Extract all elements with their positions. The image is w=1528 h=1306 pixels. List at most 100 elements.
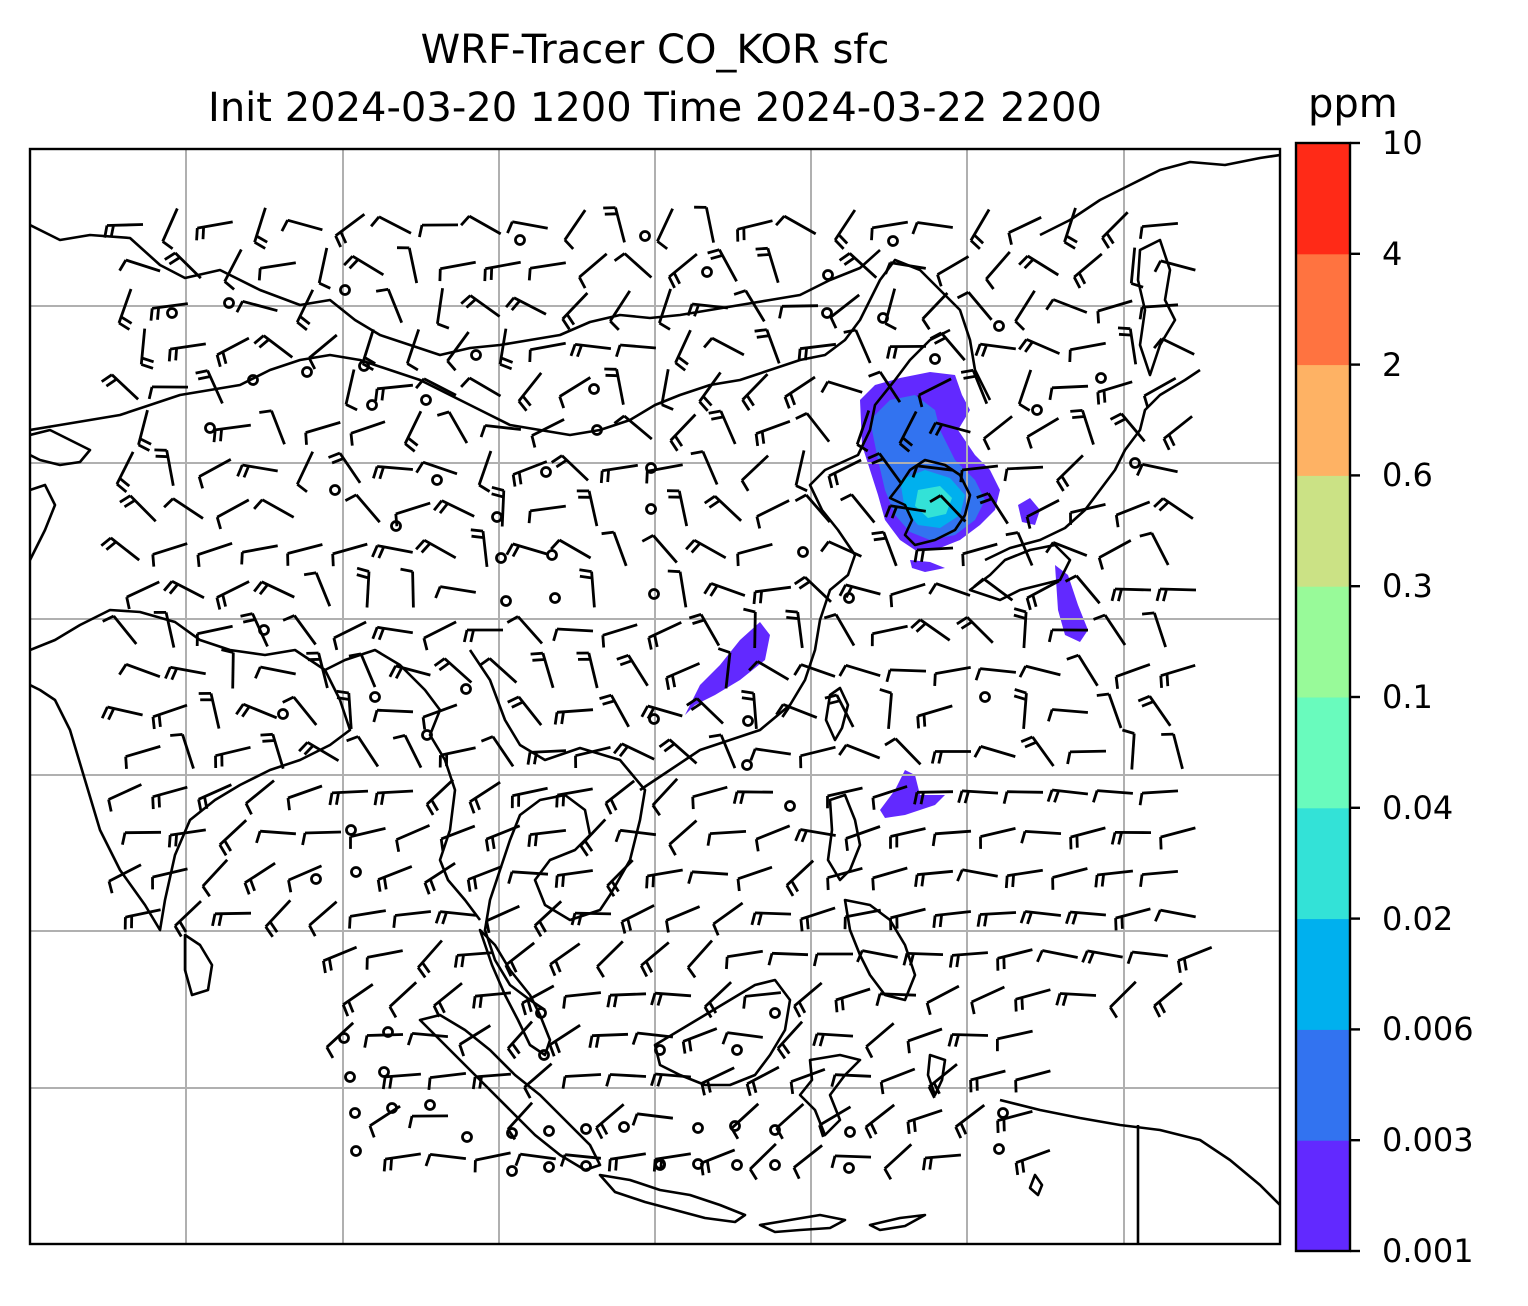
wind-barb bbox=[793, 1144, 823, 1169]
wind-barb-flag bbox=[834, 999, 839, 1013]
wind-barb bbox=[223, 248, 243, 283]
wind-barb-flag bbox=[930, 751, 937, 764]
wind-barb bbox=[259, 829, 297, 836]
wind-barb bbox=[1160, 259, 1196, 272]
wind-barb-flag bbox=[827, 699, 841, 706]
wind-barb-flag bbox=[594, 1035, 600, 1048]
wind-barb-flag bbox=[178, 920, 188, 933]
wind-barb-flag bbox=[240, 552, 244, 565]
wind-barb-flag bbox=[107, 799, 113, 812]
wind-barb-flag bbox=[260, 732, 273, 737]
wind-barb-flag bbox=[794, 493, 807, 503]
wind-barb bbox=[691, 870, 729, 876]
wind-barb-flag bbox=[336, 696, 350, 701]
wind-barb-flag bbox=[645, 875, 649, 889]
wind-barb-flag bbox=[425, 803, 435, 816]
wind-barb-flag bbox=[490, 836, 496, 850]
wind-barb bbox=[737, 542, 773, 556]
wind-barb-flag bbox=[460, 376, 471, 388]
wind-barb-flag bbox=[1102, 390, 1107, 403]
wind-barb bbox=[756, 499, 790, 518]
wind-barb bbox=[292, 696, 318, 726]
wind-barb bbox=[332, 542, 368, 556]
wind-barb-flag bbox=[242, 618, 256, 624]
wind-barb-flag bbox=[839, 493, 853, 502]
wind-barb-flag bbox=[618, 745, 629, 758]
wind-barb-flag bbox=[963, 374, 976, 380]
wind-barb bbox=[971, 985, 1005, 1004]
wind-barb-flag bbox=[805, 916, 810, 930]
wind-barb-flag bbox=[472, 996, 477, 1009]
wind-barb-flag bbox=[906, 1121, 911, 1135]
wind-barb-flag bbox=[812, 1033, 819, 1047]
wind-barb-flag bbox=[253, 580, 263, 593]
wind-barb bbox=[1153, 612, 1167, 648]
wind-barb-flag bbox=[509, 960, 518, 973]
wind-barb bbox=[350, 827, 386, 838]
wind-barb bbox=[317, 247, 329, 284]
wind-barb-flag bbox=[1005, 531, 1019, 537]
wind-barb bbox=[871, 220, 909, 230]
wind-barb-flag bbox=[163, 580, 174, 592]
wind-barb-flag bbox=[526, 999, 533, 1013]
wind-barb bbox=[916, 464, 954, 472]
wind-barb bbox=[678, 571, 688, 608]
wind-barb bbox=[1109, 980, 1137, 1009]
wind-barb-flag bbox=[1114, 514, 1120, 528]
wind-barb-flag bbox=[170, 733, 183, 737]
wind-barb-flag bbox=[415, 539, 426, 551]
wind-barb-flag bbox=[687, 871, 694, 884]
wind-barb-flag bbox=[1153, 260, 1162, 273]
wind-barb-flag bbox=[973, 233, 985, 245]
wind-barb-flag bbox=[489, 267, 494, 280]
wind-barb-flag bbox=[925, 1002, 932, 1016]
wind-barb-flag bbox=[465, 298, 477, 309]
wind-barb bbox=[1143, 376, 1177, 398]
wind-barb-flag bbox=[1159, 675, 1163, 688]
wind-barb-flag bbox=[956, 290, 970, 300]
wind-barb bbox=[1115, 663, 1151, 678]
wind-barb-flag bbox=[711, 415, 724, 421]
wind-barb-flag bbox=[217, 913, 223, 927]
wind-barb-flag bbox=[1138, 306, 1144, 320]
wind-barb-flag bbox=[168, 256, 181, 266]
wind-barb bbox=[181, 733, 195, 770]
wind-calm-marker bbox=[350, 866, 362, 878]
wind-barb-flag bbox=[201, 885, 211, 898]
wind-barb-flag bbox=[830, 1074, 837, 1087]
coast-srilanka bbox=[183, 933, 214, 997]
wind-calm-marker bbox=[344, 1071, 356, 1083]
wind-barb-flag bbox=[741, 696, 755, 701]
wind-barb-flag bbox=[157, 714, 162, 728]
wind-barb bbox=[440, 260, 476, 271]
wind-barb-flag bbox=[470, 528, 484, 533]
wind-barb bbox=[1075, 574, 1101, 605]
plume-sea-east bbox=[1018, 498, 1040, 525]
colorbar-tick-label: 0.001 bbox=[1382, 1232, 1474, 1270]
wind-barb-flag bbox=[1159, 837, 1163, 850]
wind-barb-flag bbox=[549, 963, 557, 977]
wind-barb-flag bbox=[793, 575, 806, 586]
wind-calm-marker bbox=[639, 230, 651, 242]
wind-barb-flag bbox=[343, 255, 354, 267]
wind-barb-flag bbox=[752, 591, 757, 605]
wind-barb-flag bbox=[708, 733, 722, 739]
wind-barb-flag bbox=[605, 1074, 612, 1087]
wind-barb bbox=[962, 868, 998, 878]
plume-taiwan-strait bbox=[880, 770, 945, 818]
wind-barb-flag bbox=[1018, 402, 1031, 412]
wind-barb-flag bbox=[653, 634, 659, 648]
wind-barb-flag bbox=[760, 431, 766, 444]
wind-barb-flag bbox=[577, 912, 583, 926]
wind-barb-flag bbox=[1026, 911, 1033, 925]
wind-barb-flag bbox=[659, 1158, 663, 1171]
wind-barb-flag bbox=[388, 665, 397, 678]
wind-barb-flag bbox=[1138, 792, 1144, 806]
wind-barb-flag bbox=[472, 876, 478, 890]
wind-barb-flag bbox=[956, 616, 968, 626]
wind-barb-flag bbox=[871, 877, 875, 891]
wind-barb-flag bbox=[610, 880, 620, 893]
wind-barb bbox=[845, 743, 881, 760]
wind-barb bbox=[926, 984, 960, 1005]
wind-barb-flag bbox=[349, 433, 354, 446]
